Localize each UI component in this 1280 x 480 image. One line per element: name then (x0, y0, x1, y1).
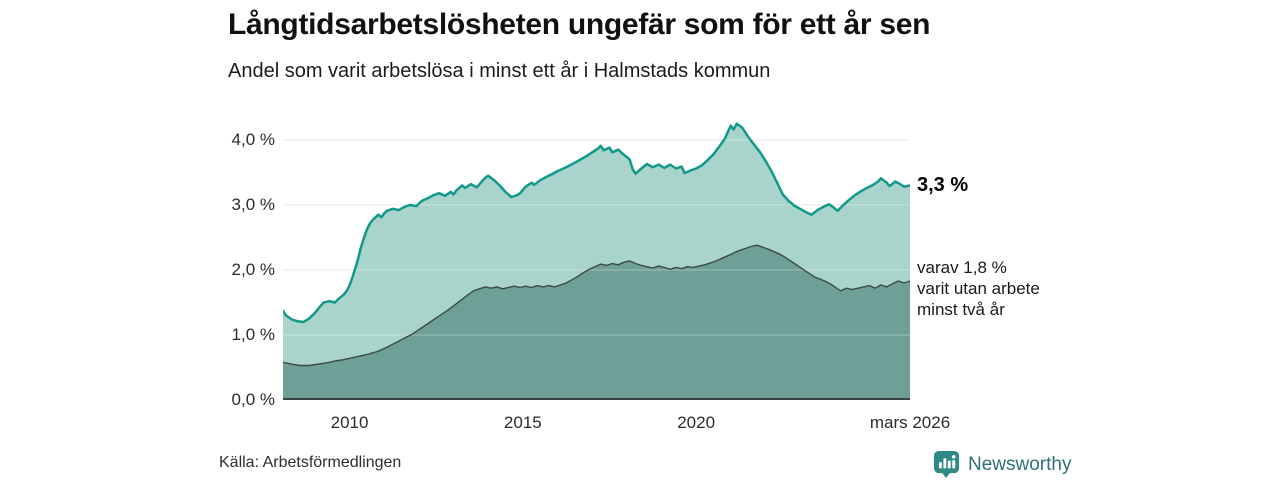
x-axis-tick-label: 2015 (503, 413, 542, 432)
annotation-line: varit utan arbete (917, 278, 1040, 298)
y-axis-tick-label: 0,0 % (231, 390, 275, 409)
brand-logo: Newsworthy (933, 450, 1071, 479)
chart-subtitle: Andel som varit arbetslösa i minst ett å… (228, 60, 771, 82)
sub-series-annotation: varav 1,8 % varit utan arbete minst två år (917, 257, 1040, 320)
page-title: Långtidsarbetslösheten ungefär som för e… (228, 8, 931, 41)
y-axis-tick-label: 1,0 % (231, 324, 275, 344)
y-axis-tick-label: 4,0 % (231, 129, 275, 149)
annotation-line: minst två år (917, 299, 1005, 319)
y-axis-tick-label: 3,0 % (231, 194, 275, 214)
series-line-1 (283, 244, 910, 367)
latest-value-label: 3,3 % (917, 174, 968, 196)
brand-name: Newsworthy (968, 453, 1072, 475)
plot-canvas (283, 122, 910, 400)
series-area-1 (283, 245, 910, 400)
x-axis-tick-label: 2020 (677, 413, 716, 432)
x-axis-tick-label: mars 2026 (869, 413, 951, 432)
series-line-0 (283, 122, 910, 324)
x-axis-tick-label: 2010 (330, 413, 369, 432)
source-label: Källa: Arbetsförmedlingen (219, 454, 402, 471)
annotation-line: 3,3 % (917, 174, 969, 197)
y-axis-tick-label: 2,0 % (231, 259, 275, 279)
newsworthy-pin-barchart-icon (933, 450, 960, 479)
annotation-line: varav 1,8 % (917, 257, 1007, 277)
